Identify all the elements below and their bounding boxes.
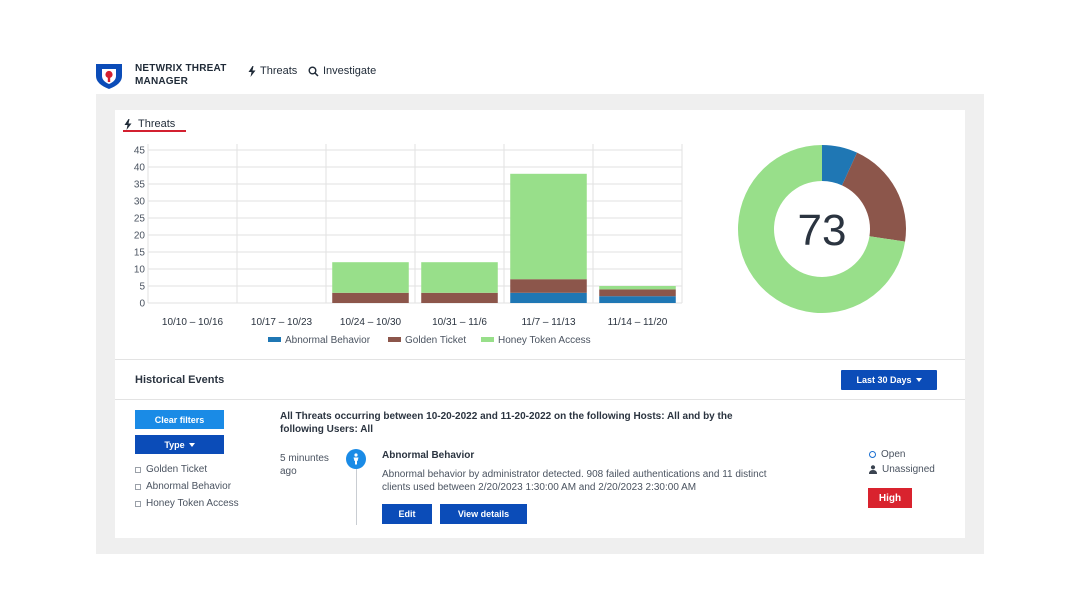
time-period-dropdown[interactable]: Last 30 Days: [841, 370, 937, 390]
filter-honey-token-access[interactable]: Honey Token Access: [135, 498, 239, 509]
caret-down-icon: [915, 378, 922, 382]
active-tab-indicator: [123, 130, 186, 132]
person-icon: [353, 453, 359, 465]
search-icon: [308, 66, 319, 77]
bar-segment: [599, 289, 676, 297]
y-tick-label: 35: [134, 180, 146, 191]
bar-segment: [332, 262, 409, 293]
y-tick-label: 45: [134, 146, 146, 157]
x-tick-label: 10/24 – 10/30: [340, 317, 402, 328]
threats-bar-chart: 0 5 10 15 20 25 30 35 40 45 10/10 – 10/16 10/17 – 1…: [134, 144, 683, 346]
legend-label: Honey Token Access: [498, 335, 591, 346]
nav-threats-label: Threats: [260, 65, 298, 77]
bar-segment: [599, 286, 676, 290]
filter-golden-ticket[interactable]: Golden Ticket: [135, 464, 207, 475]
y-tick-label: 5: [139, 282, 145, 293]
user-icon: [869, 465, 877, 474]
tab-threats[interactable]: Threats: [124, 116, 175, 132]
events-summary-text: All Threats occurring between 10-20-2022…: [280, 411, 733, 435]
bar-segment: [510, 173, 587, 280]
bar-segment: [510, 279, 587, 293]
legend-label: Golden Ticket: [405, 335, 466, 346]
filter-label: Golden Ticket: [146, 464, 208, 475]
nav-investigate[interactable]: Investigate: [308, 65, 376, 77]
filter-label: Abnormal Behavior: [146, 481, 232, 492]
tab-threats-label: Threats: [138, 118, 176, 130]
filter-label: Honey Token Access: [146, 498, 239, 509]
event-assignee[interactable]: Unassigned: [869, 464, 935, 475]
netwrix-logo[interactable]: [94, 60, 124, 90]
severity-badge: High: [868, 488, 912, 508]
time-period-label: Last 30 Days: [856, 375, 912, 385]
event-timestamp: 5 minuntes ago: [280, 453, 329, 477]
severity-label: High: [878, 492, 902, 504]
legend-swatch: [481, 337, 494, 342]
clear-filters-label: Clear filters: [154, 414, 205, 425]
checkbox[interactable]: [135, 500, 141, 507]
donut-total: 73: [798, 206, 847, 255]
x-tick-label: 10/10 – 10/16: [162, 317, 224, 328]
section-divider: [115, 359, 965, 360]
nav-investigate-label: Investigate: [323, 65, 377, 77]
app-brand-name: NETWRIX THREAT MANAGER: [135, 62, 235, 88]
brand-line-1: NETWRIX THREAT: [135, 63, 227, 74]
y-tick-label: 15: [134, 248, 146, 259]
y-tick-label: 25: [134, 214, 146, 225]
x-tick-label: 10/17 – 10/23: [251, 317, 313, 328]
clear-filters-button[interactable]: Clear filters: [135, 410, 224, 429]
y-tick-label: 20: [134, 231, 146, 242]
lightning-icon: [248, 65, 256, 77]
event-status: Open: [869, 449, 905, 460]
bar-segment: [599, 296, 676, 303]
checkbox[interactable]: [135, 466, 141, 473]
bar-segment: [510, 292, 587, 303]
view-details-label: View details: [457, 509, 510, 519]
legend-swatch: [388, 337, 401, 342]
x-tick-label: 10/31 – 11/6: [432, 317, 487, 328]
x-tick-label: 11/7 – 11/13: [521, 317, 576, 328]
bar-segment: [421, 262, 498, 293]
type-filter-dropdown[interactable]: Type: [135, 435, 224, 454]
caret-down-icon: [188, 442, 195, 447]
event-title: Abnormal Behavior: [382, 450, 475, 461]
legend-swatch: [268, 337, 281, 342]
type-filter-label: Type: [164, 439, 185, 450]
open-status-icon: [869, 451, 876, 458]
y-tick-label: 40: [134, 163, 146, 174]
y-tick-label: 30: [134, 197, 146, 208]
donut-segment: [842, 152, 906, 242]
bar-segment: [421, 292, 498, 303]
edit-label: Edit: [398, 509, 416, 519]
top-navigation-bar: NETWRIX THREAT MANAGER Threats Investiga…: [0, 0, 1080, 94]
threats-donut-chart: 73: [738, 145, 906, 313]
y-tick-label: 10: [134, 265, 146, 276]
event-status-label: Open: [881, 449, 906, 460]
brand-line-2: MANAGER: [135, 76, 189, 87]
x-tick-label: 11/14 – 11/20: [608, 317, 668, 328]
lightning-icon: [124, 118, 132, 130]
edit-button[interactable]: Edit: [382, 504, 432, 524]
section-divider: [115, 399, 965, 400]
view-details-button[interactable]: View details: [440, 504, 527, 524]
donut-segment: [822, 145, 858, 186]
y-tick-label: 0: [139, 299, 145, 310]
historical-events-title: Historical Events: [135, 374, 225, 386]
nav-threats[interactable]: Threats: [248, 65, 297, 77]
bar-segment: [332, 292, 409, 303]
timeline-marker: [346, 449, 366, 469]
event-assignee-label: Unassigned: [882, 464, 935, 475]
donut-segment: [738, 145, 906, 313]
checkbox[interactable]: [135, 483, 141, 490]
event-description: Abnormal behavior by administrator detec…: [382, 469, 767, 493]
timeline-line: [356, 468, 357, 525]
filter-abnormal-behavior[interactable]: Abnormal Behavior: [135, 481, 231, 492]
legend-label: Abnormal Behavior: [285, 335, 371, 346]
